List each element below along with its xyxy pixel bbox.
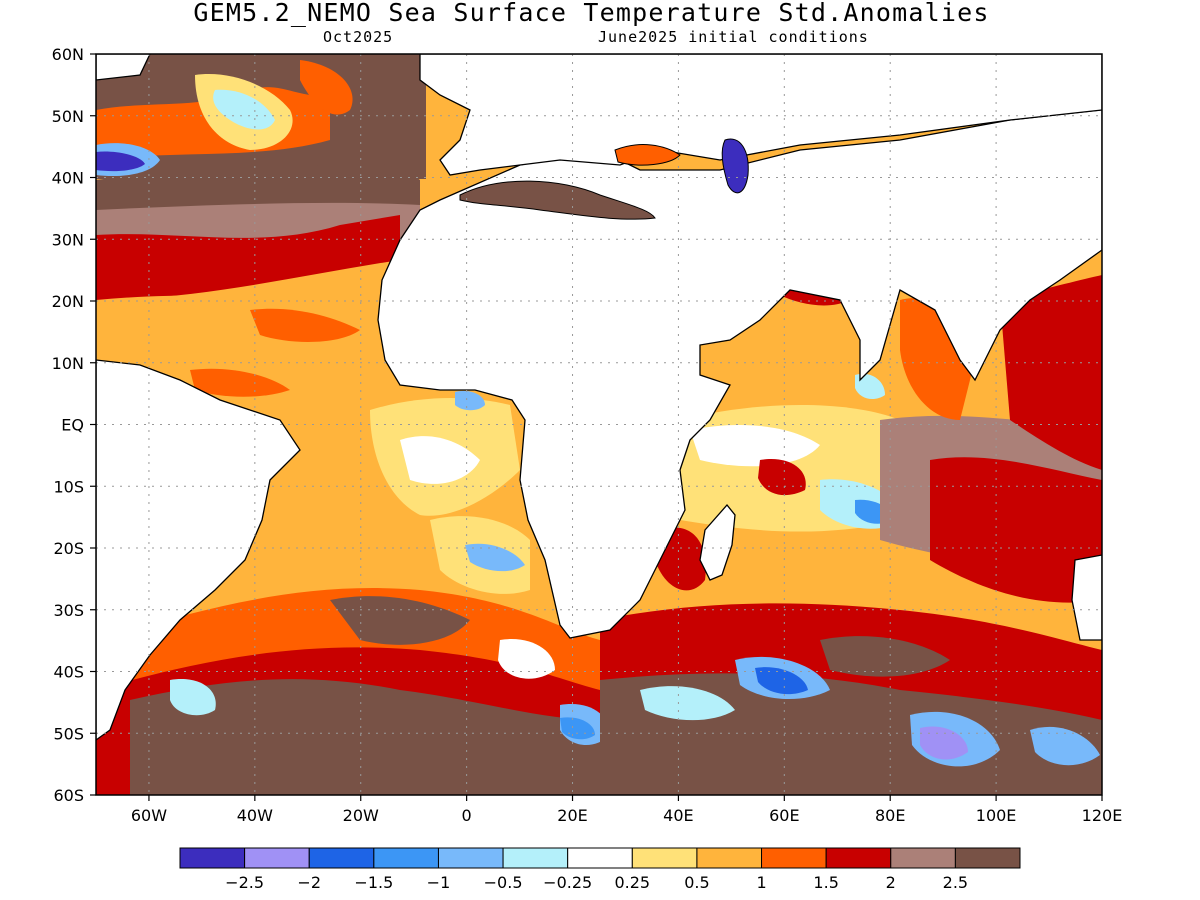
lat-tick-label: 50N bbox=[52, 107, 84, 126]
colorbar-label: −0.25 bbox=[543, 873, 592, 892]
anomaly-region bbox=[213, 89, 275, 130]
colorbar-label: −2 bbox=[297, 873, 321, 892]
colorbar-label: 2 bbox=[886, 873, 896, 892]
anomaly-region bbox=[640, 686, 735, 721]
colorbar-label: 0.5 bbox=[684, 873, 709, 892]
colorbar-swatch bbox=[696, 847, 763, 869]
lon-tick-label: 60E bbox=[769, 806, 799, 825]
colorbar-swatch bbox=[825, 847, 892, 869]
lat-tick-label: 60S bbox=[53, 786, 84, 805]
anomaly-region bbox=[855, 373, 885, 400]
south-america-landmass bbox=[96, 359, 301, 741]
colorbar-swatch bbox=[567, 847, 633, 869]
caspian-sea bbox=[721, 138, 749, 194]
lon-tick-label: 40E bbox=[663, 806, 693, 825]
anomaly-region bbox=[1000, 275, 1102, 470]
anomaly-region bbox=[920, 726, 968, 760]
anomaly-region bbox=[130, 679, 600, 795]
anomaly-region bbox=[455, 390, 485, 411]
lon-tick-label: 120E bbox=[1082, 806, 1123, 825]
colorbar-label: −1 bbox=[427, 873, 451, 892]
lon-tick-label: 40W bbox=[237, 806, 273, 825]
lon-tick-label: 0 bbox=[462, 806, 472, 825]
colorbar-label: 2.5 bbox=[943, 873, 968, 892]
initial-conditions: June2025 initial conditions bbox=[598, 28, 869, 46]
lon-tick-label: 20E bbox=[557, 806, 587, 825]
lat-tick-label: 20S bbox=[53, 539, 84, 558]
lat-tick-label: 40N bbox=[52, 169, 84, 188]
anomaly-region bbox=[930, 457, 1102, 603]
anomaly-region bbox=[1030, 726, 1100, 766]
colorbar-label: 0.25 bbox=[614, 873, 650, 892]
europe-landmass bbox=[419, 54, 1102, 176]
lat-tick-label: 30N bbox=[52, 230, 84, 249]
anomaly-region bbox=[250, 308, 360, 342]
lat-tick-label: 10N bbox=[52, 354, 84, 373]
anomaly-region bbox=[170, 679, 216, 716]
lon-tick-label: 20W bbox=[343, 806, 379, 825]
colorbar-swatch bbox=[437, 847, 504, 869]
lat-tick-label: 20N bbox=[52, 292, 84, 311]
colorbar-swatch bbox=[761, 847, 827, 869]
colorbar-swatch bbox=[954, 847, 1021, 869]
anomaly-region bbox=[690, 425, 820, 467]
colorbar-label: 1 bbox=[756, 873, 766, 892]
anomaly-region bbox=[96, 151, 145, 172]
colorbar-label: −0.5 bbox=[484, 873, 523, 892]
anomaly-region bbox=[300, 60, 353, 115]
lat-tick-label: 60N bbox=[52, 45, 84, 64]
mediterranean-sea bbox=[459, 180, 656, 220]
colorbar-swatch bbox=[502, 847, 569, 869]
anomaly-region bbox=[400, 436, 480, 484]
colorbar-swatch bbox=[890, 847, 956, 869]
lat-tick-label: EQ bbox=[61, 416, 84, 435]
lon-tick-label: 80E bbox=[875, 806, 905, 825]
lat-tick-label: 50S bbox=[53, 724, 84, 743]
lon-tick-label: 100E bbox=[976, 806, 1017, 825]
colorbar-label: −2.5 bbox=[225, 873, 264, 892]
anomaly-region bbox=[755, 667, 808, 695]
lat-tick-label: 40S bbox=[53, 663, 84, 682]
map-title: GEM5.2_NEMO Sea Surface Temperature Std.… bbox=[193, 0, 990, 27]
anomaly-region bbox=[96, 215, 400, 300]
anomaly-region bbox=[465, 543, 525, 572]
anomaly-region bbox=[498, 639, 555, 679]
australia-landmass bbox=[1071, 554, 1102, 641]
forecast-month: Oct2025 bbox=[323, 28, 394, 46]
colorbar-label: 1.5 bbox=[813, 873, 838, 892]
colorbar-swatch bbox=[631, 847, 698, 869]
colorbar-swatch bbox=[244, 847, 310, 869]
colorbar-swatch bbox=[308, 847, 375, 869]
madagascar-landmass bbox=[699, 503, 736, 581]
anomaly-region bbox=[330, 596, 470, 645]
greenland-landmass bbox=[96, 54, 151, 81]
colorbar-swatch bbox=[179, 847, 246, 869]
lat-tick-label: 10S bbox=[53, 477, 84, 496]
black-sea bbox=[614, 144, 681, 166]
lat-tick-label: 30S bbox=[53, 601, 84, 620]
anomaly-region bbox=[190, 368, 290, 397]
anomaly-region bbox=[96, 160, 420, 210]
anomaly-region bbox=[560, 717, 595, 740]
colorbar-label: −1.5 bbox=[354, 873, 393, 892]
lon-tick-label: 60W bbox=[131, 806, 167, 825]
colorbar-swatch bbox=[373, 847, 439, 869]
anomaly-region bbox=[820, 636, 950, 677]
